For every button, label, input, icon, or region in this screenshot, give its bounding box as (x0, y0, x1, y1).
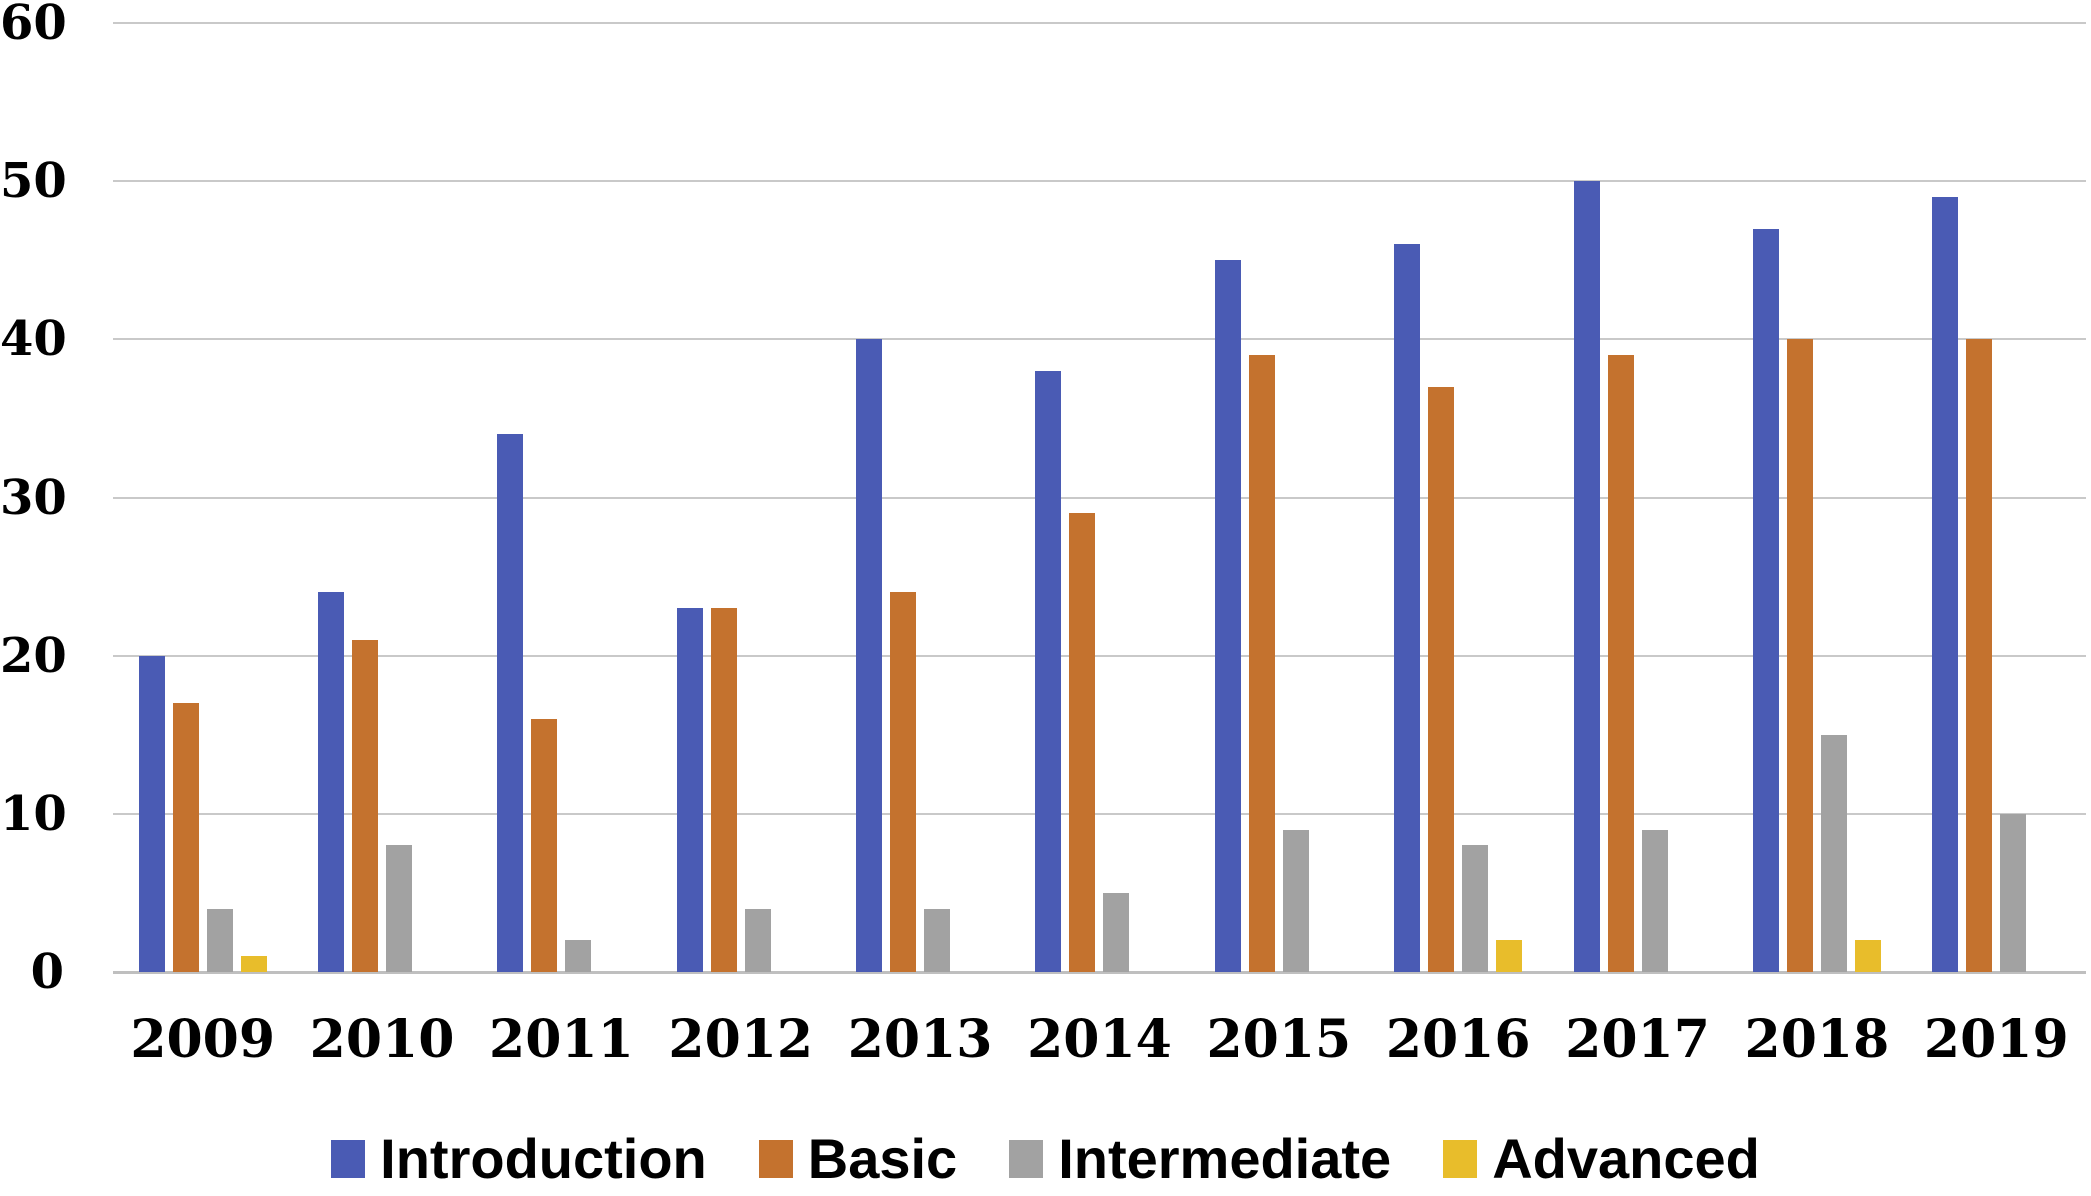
bar-introduction-2016 (1394, 244, 1421, 972)
bar-advanced-2018 (1854, 940, 1881, 972)
bar-introduction-2015 (1214, 260, 1241, 972)
bar-intermediate-2019 (2000, 813, 2027, 972)
bar-basic-2017 (1607, 355, 1634, 972)
gridline-20 (113, 654, 2086, 657)
x-axis-tick-labels: 2009 2010 2011 2012 2013 2014 2015 2016 2017 2018… (113, 1014, 2086, 1066)
bar-basic-2018 (1786, 339, 1813, 972)
bar-group-2019 (1907, 23, 2086, 972)
x-tick-label-2015: 2015 (1206, 1009, 1352, 1070)
bar-introduction-2017 (1573, 181, 1600, 972)
x-tick-label-2018: 2018 (1744, 1009, 1890, 1070)
legend-label-advanced: Advanced (1492, 1127, 1760, 1190)
bar-intermediate-2015 (1282, 829, 1309, 972)
bar-basic-2012 (710, 608, 737, 972)
bar-basic-2019 (1966, 339, 1993, 972)
bar-group-2011 (472, 23, 651, 972)
bar-introduction-2011 (497, 434, 524, 972)
bar-group-2010 (292, 23, 471, 972)
bar-introduction-2019 (1932, 196, 1959, 972)
bar-basic-2013 (890, 592, 917, 972)
x-tick-label-2013: 2013 (847, 1009, 993, 1070)
gridline-30 (113, 496, 2086, 499)
bar-basic-2014 (1069, 513, 1096, 972)
bar-introduction-2012 (676, 608, 703, 972)
bar-intermediate-2010 (386, 845, 413, 972)
bar-intermediate-2013 (924, 908, 951, 972)
legend-swatch-introduction (331, 1140, 366, 1178)
gridline-50 (113, 180, 2086, 183)
legend-label-basic: Basic (807, 1127, 958, 1190)
bar-group-2018 (1727, 23, 1906, 972)
y-tick-label-50: 50 (0, 153, 67, 210)
bar-group-2016 (1369, 23, 1548, 972)
gridline-10 (113, 812, 2086, 815)
legend-item-advanced: Advanced (1443, 1131, 1760, 1187)
bar-advanced-2009 (240, 956, 267, 972)
bar-intermediate-2017 (1641, 829, 1668, 972)
legend-label-introduction: Introduction (380, 1127, 707, 1190)
x-tick-label-2019: 2019 (1923, 1009, 2069, 1070)
x-tick-label-2012: 2012 (668, 1009, 814, 1070)
x-tick-label-2017: 2017 (1565, 1009, 1710, 1070)
bar-group-2017 (1548, 23, 1727, 972)
bar-basic-2010 (352, 639, 379, 972)
bar-basic-2011 (531, 718, 558, 972)
x-tick-label-2010: 2010 (309, 1009, 455, 1070)
bar-intermediate-2018 (1820, 734, 1847, 972)
x-tick-label-2009: 2009 (130, 1009, 276, 1070)
legend-swatch-advanced (1443, 1140, 1478, 1178)
legend-item-intermediate: Intermediate (1009, 1131, 1391, 1187)
x-tick-label-2016: 2016 (1385, 1009, 1531, 1070)
y-tick-label-10: 10 (0, 785, 67, 842)
x-tick-label-2014: 2014 (1027, 1009, 1172, 1070)
bar-group-2014 (1010, 23, 1189, 972)
y-tick-label-30: 30 (0, 469, 67, 526)
bar-basic-2009 (172, 703, 199, 972)
bar-group-2013 (830, 23, 1009, 972)
gridline-60 (113, 22, 2086, 24)
bar-intermediate-2011 (565, 940, 592, 972)
bar-intermediate-2014 (1103, 892, 1130, 972)
y-tick-label-0: 0 (30, 944, 64, 1000)
bar-group-2012 (651, 23, 830, 972)
legend-item-introduction: Introduction (331, 1131, 707, 1187)
x-tick-label-2011: 2011 (489, 1009, 634, 1070)
legend: Introduction Basic Intermediate Advanced (0, 1122, 2091, 1196)
bar-advanced-2016 (1496, 940, 1523, 972)
bar-introduction-2010 (318, 592, 345, 972)
y-tick-label-60: 60 (0, 0, 67, 51)
bar-introduction-2013 (856, 339, 883, 972)
bar-basic-2015 (1248, 355, 1275, 972)
legend-swatch-basic (758, 1140, 793, 1178)
legend-item-basic: Basic (758, 1127, 958, 1190)
x-axis-line (113, 971, 2086, 974)
bar-group-2015 (1189, 23, 1368, 972)
bar-intermediate-2009 (206, 908, 233, 972)
y-tick-label-40: 40 (0, 311, 67, 368)
bar-intermediate-2012 (744, 908, 771, 972)
bar-introduction-2009 (138, 655, 165, 972)
gridline-40 (113, 338, 2086, 341)
legend-label-intermediate: Intermediate (1058, 1127, 1392, 1190)
y-tick-label-20: 20 (0, 627, 67, 684)
legend-swatch-intermediate (1009, 1140, 1044, 1178)
bar-introduction-2018 (1752, 228, 1779, 972)
bar-basic-2016 (1428, 386, 1455, 972)
bar-introduction-2014 (1035, 370, 1062, 972)
bar-intermediate-2016 (1462, 845, 1489, 972)
bar-group-2009 (113, 23, 292, 972)
plot-area (113, 23, 2086, 972)
